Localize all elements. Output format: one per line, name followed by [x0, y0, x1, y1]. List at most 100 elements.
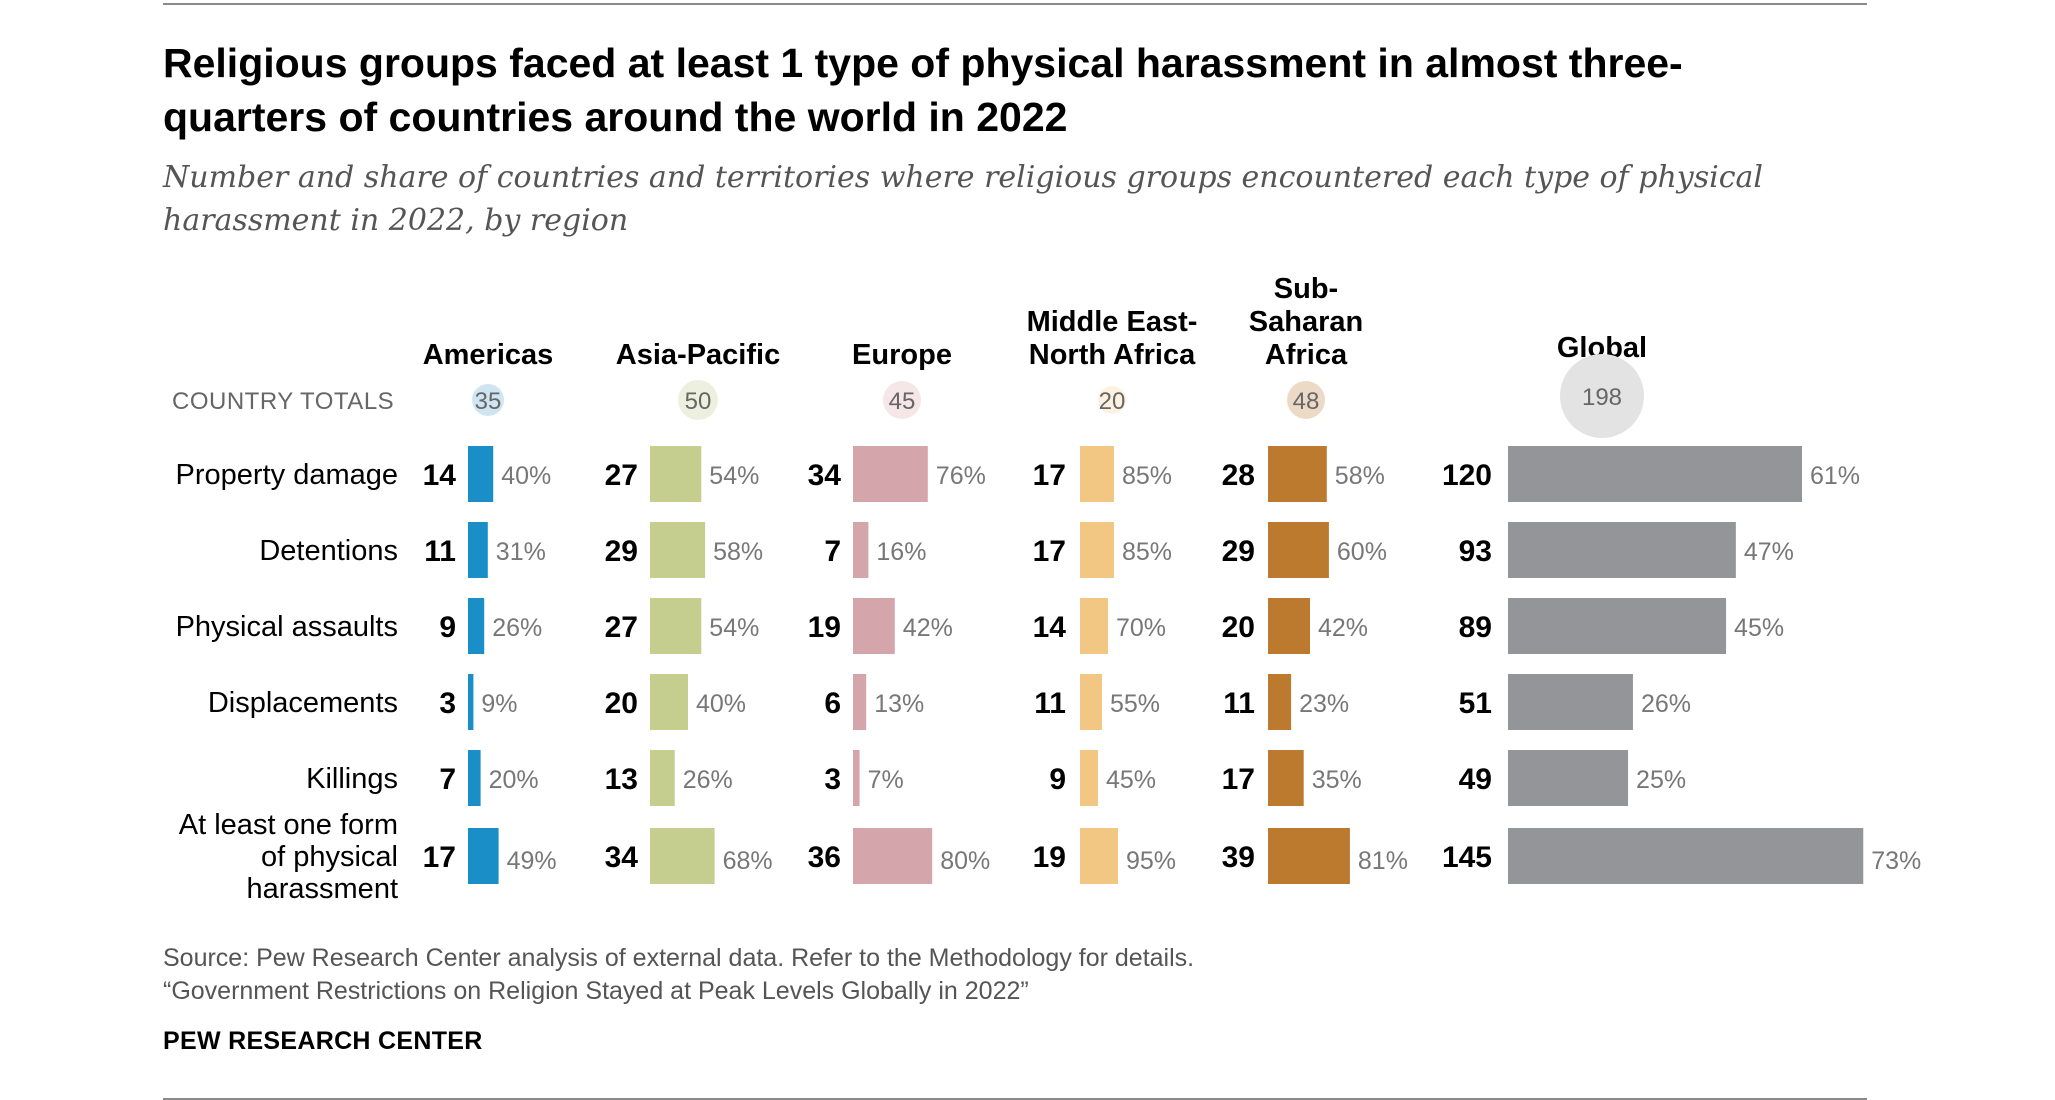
- bar-middle-east-north-africa-displacements: [1080, 674, 1102, 730]
- bar-sub-saharan-africa-displacements: [1268, 674, 1292, 730]
- bar-americas-property-damage: [468, 446, 494, 502]
- pew-brand: PEW RESEARCH CENTER: [163, 1027, 483, 1055]
- bar-sub-saharan-africa-killings: [1268, 750, 1304, 806]
- total-value-global: 198: [1582, 384, 1622, 411]
- percent-europe-physical-assaults: 42%: [903, 614, 953, 642]
- percent-americas-detentions: 31%: [496, 538, 546, 566]
- region-header-middle-east-north-africa-line1: Middle East-: [1027, 306, 1198, 338]
- total-circle-sub-saharan-africa: [1287, 381, 1325, 419]
- bar-global-physical-assaults: [1508, 598, 1727, 654]
- bar-sub-saharan-africa-detentions: [1268, 522, 1329, 578]
- category-label-detentions: Detentions: [259, 535, 398, 567]
- total-value-europe: 45: [889, 388, 916, 415]
- total-value-asia-pacific: 50: [685, 388, 712, 415]
- bar-global-at-least-one-form-of-physical-harassment: [1508, 828, 1864, 884]
- count-middle-east-north-africa-at-least-one-form-of-physical-harassment: 19: [1033, 841, 1066, 874]
- count-global-detentions: 93: [1459, 535, 1492, 568]
- region-header-asia-pacific: Asia-Pacific: [616, 339, 780, 371]
- count-global-physical-assaults: 89: [1459, 611, 1492, 644]
- count-europe-physical-assaults: 19: [808, 611, 841, 644]
- bar-middle-east-north-africa-detentions: [1080, 522, 1114, 578]
- total-value-middle-east-north-africa: 20: [1099, 388, 1126, 415]
- percent-asia-pacific-physical-assaults: 54%: [709, 614, 759, 642]
- percent-sub-saharan-africa-property-damage: 58%: [1335, 462, 1385, 490]
- bar-middle-east-north-africa-physical-assaults: [1080, 598, 1108, 654]
- percent-sub-saharan-africa-displacements: 23%: [1299, 690, 1349, 718]
- count-global-killings: 49: [1459, 763, 1492, 796]
- total-circle-middle-east-north-africa: [1098, 386, 1126, 414]
- count-sub-saharan-africa-physical-assaults: 20: [1222, 611, 1255, 644]
- percent-middle-east-north-africa-at-least-one-form-of-physical-harassment: 95%: [1126, 847, 1176, 875]
- source-line-1: Source: Pew Research Center analysis of …: [163, 944, 1195, 972]
- count-global-at-least-one-form-of-physical-harassment: 145: [1442, 841, 1492, 874]
- count-europe-killings: 3: [824, 763, 841, 796]
- bar-asia-pacific-killings: [650, 750, 675, 806]
- count-sub-saharan-africa-displacements: 11: [1223, 687, 1255, 720]
- count-asia-pacific-physical-assaults: 27: [605, 611, 638, 644]
- bar-americas-at-least-one-form-of-physical-harassment: [468, 828, 499, 884]
- region-header-sub-saharan-africa-line2: Saharan: [1249, 306, 1363, 338]
- bar-global-killings: [1508, 750, 1629, 806]
- percent-middle-east-north-africa-displacements: 55%: [1110, 690, 1160, 718]
- count-asia-pacific-detentions: 29: [605, 535, 638, 568]
- bar-europe-killings: [853, 750, 860, 806]
- percent-sub-saharan-africa-detentions: 60%: [1337, 538, 1387, 566]
- category-label-physical-assaults: Physical assaults: [176, 611, 398, 643]
- total-value-sub-saharan-africa: 48: [1293, 388, 1320, 415]
- percent-middle-east-north-africa-physical-assaults: 70%: [1116, 614, 1166, 642]
- bar-europe-at-least-one-form-of-physical-harassment: [853, 828, 933, 884]
- chart-title: Religious groups faced at least 1 type o…: [163, 40, 1683, 140]
- count-sub-saharan-africa-killings: 17: [1222, 763, 1255, 796]
- total-circle-europe: [883, 381, 921, 419]
- count-global-property-damage: 120: [1442, 459, 1492, 492]
- count-americas-killings: 7: [439, 763, 456, 796]
- bar-asia-pacific-physical-assaults: [650, 598, 702, 654]
- region-header-middle-east-north-africa-line2: North Africa: [1029, 339, 1196, 371]
- percent-sub-saharan-africa-physical-assaults: 42%: [1318, 614, 1368, 642]
- bar-middle-east-north-africa-property-damage: [1080, 446, 1114, 502]
- bar-asia-pacific-detentions: [650, 522, 706, 578]
- region-header-sub-saharan-africa-line3: Africa: [1265, 339, 1348, 371]
- percent-sub-saharan-africa-at-least-one-form-of-physical-harassment: 81%: [1358, 847, 1408, 875]
- percent-americas-killings: 20%: [489, 766, 539, 794]
- percent-europe-detentions: 16%: [876, 538, 926, 566]
- bar-asia-pacific-displacements: [650, 674, 688, 730]
- count-middle-east-north-africa-killings: 9: [1049, 763, 1066, 796]
- count-middle-east-north-africa-property-damage: 17: [1033, 459, 1066, 492]
- bar-europe-property-damage: [853, 446, 928, 502]
- percent-global-detentions: 47%: [1744, 538, 1794, 566]
- percent-asia-pacific-detentions: 58%: [713, 538, 763, 566]
- count-americas-property-damage: 14: [423, 459, 457, 492]
- bar-europe-physical-assaults: [853, 598, 895, 654]
- percent-europe-displacements: 13%: [874, 690, 924, 718]
- count-europe-detentions: 7: [824, 535, 841, 568]
- count-sub-saharan-africa-property-damage: 28: [1222, 459, 1255, 492]
- percent-global-property-damage: 61%: [1810, 462, 1860, 490]
- top-rule: [163, 3, 1867, 5]
- count-europe-displacements: 6: [824, 687, 841, 720]
- total-circle-global: [1560, 354, 1644, 438]
- bar-middle-east-north-africa-at-least-one-form-of-physical-harassment: [1080, 828, 1118, 884]
- count-asia-pacific-at-least-one-form-of-physical-harassment: 34: [605, 841, 639, 874]
- bar-americas-displacements: [468, 674, 474, 730]
- percent-sub-saharan-africa-killings: 35%: [1312, 766, 1362, 794]
- category-label-at-least-one-form-of-physical-harassment-line3: harassment: [246, 873, 398, 905]
- bar-americas-detentions: [468, 522, 488, 578]
- percent-middle-east-north-africa-detentions: 85%: [1122, 538, 1172, 566]
- count-europe-at-least-one-form-of-physical-harassment: 36: [808, 841, 841, 874]
- count-middle-east-north-africa-physical-assaults: 14: [1033, 611, 1067, 644]
- count-americas-detentions: 11: [424, 535, 456, 568]
- chart-subtitle: Number and share of countries and territ…: [163, 160, 1764, 238]
- bar-global-property-damage: [1508, 446, 1802, 502]
- region-header-sub-saharan-africa-line1: Sub-: [1274, 273, 1338, 305]
- count-asia-pacific-displacements: 20: [605, 687, 638, 720]
- category-label-displacements: Displacements: [208, 687, 398, 719]
- bar-global-displacements: [1508, 674, 1633, 730]
- count-sub-saharan-africa-detentions: 29: [1222, 535, 1255, 568]
- bar-americas-physical-assaults: [468, 598, 485, 654]
- category-label-property-damage: Property damage: [176, 459, 398, 491]
- count-sub-saharan-africa-at-least-one-form-of-physical-harassment: 39: [1222, 841, 1255, 874]
- percent-middle-east-north-africa-killings: 45%: [1106, 766, 1156, 794]
- percent-global-physical-assaults: 45%: [1734, 614, 1784, 642]
